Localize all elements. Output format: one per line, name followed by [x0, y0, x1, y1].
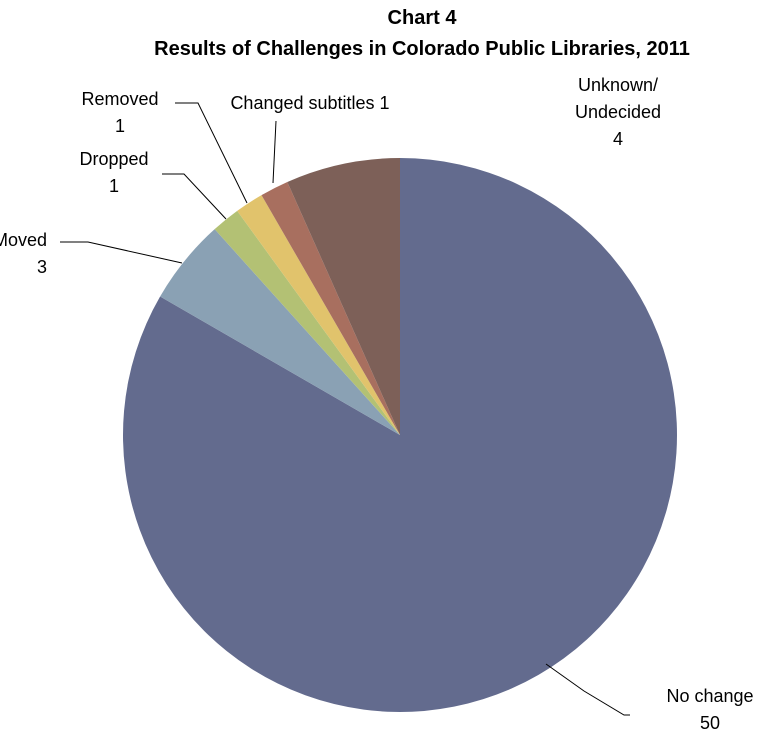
slice-value-label: 4 — [613, 129, 623, 149]
leader-line-removed — [175, 102, 248, 204]
slice-label-unknown-undecided: Unknown/Undecided 4 — [575, 75, 661, 149]
slice-name-label: No change — [666, 686, 753, 706]
slice-label-dropped: Dropped 1 — [79, 149, 148, 196]
slice-value-label: 1 — [109, 176, 119, 196]
slice-label-no-change: No change 50 — [666, 686, 753, 733]
slice-label-removed: Removed 1 — [81, 89, 158, 136]
pie-slice-removed — [237, 195, 400, 435]
chart-title: Chart 4 — [388, 7, 458, 29]
slice-label-moved: Moved 3 — [0, 230, 47, 277]
slice-value-label: 50 — [700, 713, 720, 733]
slice-label-changed-subtitles: Changed subtitles 1 — [230, 93, 389, 113]
slice-name-label: Removed — [81, 89, 158, 109]
leader-lines — [60, 102, 630, 716]
leader-line-moved — [60, 241, 183, 264]
slice-name-label: Unknown/ — [578, 75, 658, 95]
leader-line-no-change — [545, 663, 630, 716]
slice-value-label: 1 — [115, 116, 125, 136]
slice-value-label: 3 — [37, 257, 47, 277]
pie-slices — [122, 158, 677, 712]
slice-name-label: Moved — [0, 230, 47, 250]
pie-slice-dropped — [214, 210, 400, 435]
slice-name-label: Undecided — [575, 102, 661, 122]
leader-line-changed-subtitles — [272, 120, 277, 184]
pie-slice-no-change — [122, 158, 677, 712]
pie-slice-moved — [160, 229, 400, 435]
leader-line-dropped — [162, 173, 227, 220]
slice-label-text: Changed subtitles 1 — [230, 93, 389, 113]
chart-subtitle: Results of Challenges in Colorado Public… — [154, 38, 690, 60]
slice-name-label: Dropped — [79, 149, 148, 169]
pie-slice-unknown-undecided — [287, 158, 400, 435]
pie-slice-changed-subtitles — [261, 181, 400, 435]
slice-labels: No change 50 Moved 3 Dropped 1 Removed 1 Changed… — [0, 75, 754, 733]
